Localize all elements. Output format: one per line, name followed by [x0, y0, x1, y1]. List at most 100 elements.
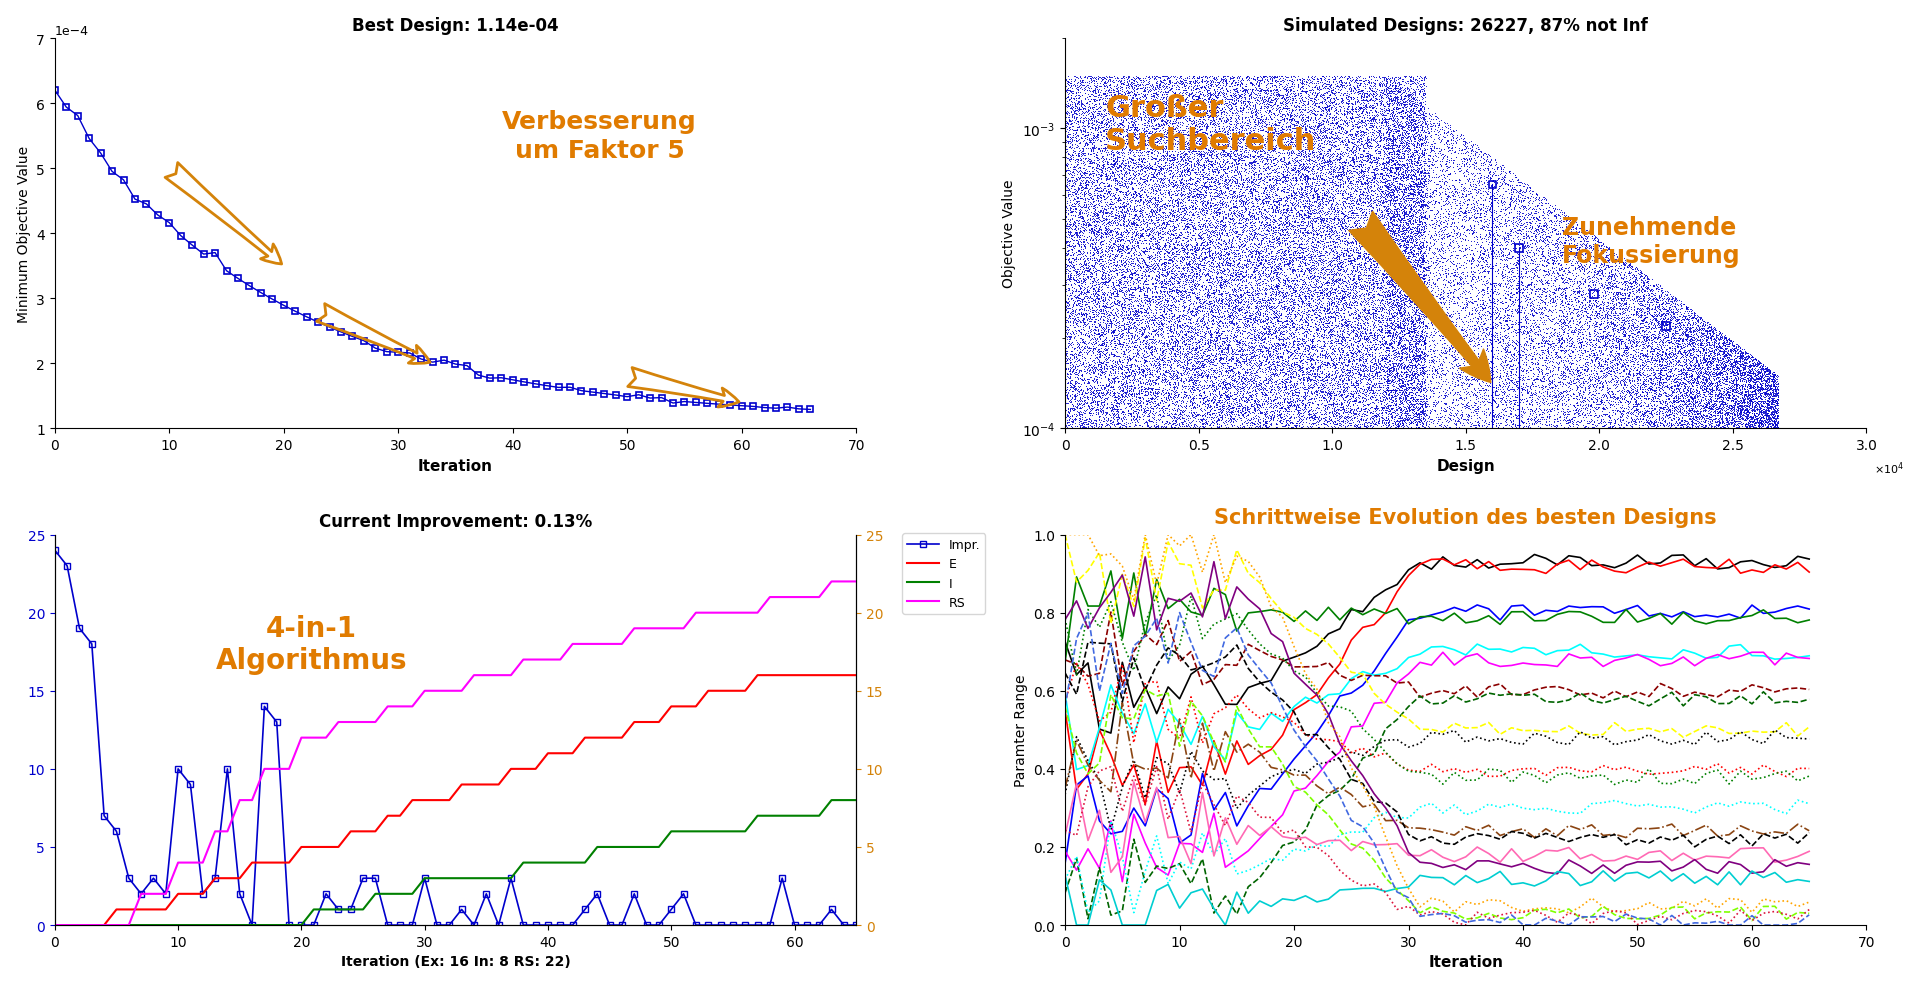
Point — [1342, 179, 1373, 195]
Point — [1104, 243, 1135, 258]
Point — [1388, 96, 1419, 111]
Point — [1196, 124, 1227, 140]
Point — [1486, 371, 1517, 387]
Point — [1260, 165, 1290, 180]
Point — [1605, 393, 1636, 409]
Point — [1599, 291, 1630, 307]
Point — [1079, 246, 1110, 262]
Point — [1327, 365, 1357, 381]
Point — [1112, 323, 1142, 339]
Point — [1137, 115, 1167, 131]
Point — [1384, 350, 1415, 366]
Point — [1058, 192, 1089, 208]
Point — [1334, 133, 1365, 149]
Point — [1292, 113, 1323, 129]
Point — [1323, 374, 1354, 389]
Point — [1565, 360, 1596, 376]
Point — [1052, 206, 1083, 222]
Point — [1407, 285, 1438, 301]
Point — [1653, 333, 1684, 349]
Point — [1386, 213, 1417, 229]
Point — [1546, 344, 1576, 360]
Point — [1392, 217, 1423, 233]
Point — [1254, 253, 1284, 269]
Point — [1530, 288, 1561, 304]
Point — [1359, 153, 1390, 169]
Point — [1346, 165, 1377, 180]
Point — [1494, 198, 1524, 214]
Point — [1519, 191, 1549, 207]
Point — [1713, 357, 1743, 373]
Point — [1066, 153, 1096, 169]
Point — [1108, 142, 1139, 158]
Point — [1690, 370, 1720, 386]
Point — [1716, 373, 1747, 388]
Point — [1357, 416, 1388, 432]
Point — [1096, 324, 1127, 340]
Point — [1140, 152, 1171, 168]
Point — [1215, 289, 1246, 305]
Point — [1117, 369, 1148, 385]
Point — [1284, 400, 1315, 416]
Point — [1083, 386, 1114, 401]
Point — [1213, 389, 1244, 405]
Point — [1379, 187, 1409, 203]
Point — [1311, 106, 1342, 122]
Point — [1394, 338, 1425, 354]
Point — [1384, 304, 1415, 319]
Point — [1396, 313, 1427, 328]
Point — [1286, 80, 1317, 96]
Point — [1386, 255, 1417, 271]
Point — [1469, 155, 1500, 171]
Point — [1248, 414, 1279, 430]
Point — [1292, 344, 1323, 360]
Point — [1402, 154, 1432, 170]
Point — [1056, 418, 1087, 434]
Point — [1438, 331, 1469, 347]
Point — [1171, 419, 1202, 435]
Point — [1636, 309, 1667, 324]
Point — [1331, 227, 1361, 243]
Point — [1588, 411, 1619, 427]
Point — [1344, 316, 1375, 331]
Point — [1117, 368, 1148, 384]
Point — [1365, 359, 1396, 375]
Point — [1204, 205, 1235, 221]
Point — [1526, 242, 1557, 257]
Point — [1194, 325, 1225, 341]
Point — [1496, 184, 1526, 200]
Point — [1546, 385, 1576, 400]
Point — [1202, 201, 1233, 217]
Point — [1104, 192, 1135, 208]
Point — [1242, 284, 1273, 300]
Point — [1513, 347, 1544, 363]
Point — [1645, 318, 1676, 334]
Point — [1250, 202, 1281, 218]
Point — [1294, 419, 1325, 435]
Point — [1198, 94, 1229, 109]
Point — [1271, 78, 1302, 94]
Point — [1117, 288, 1148, 304]
Point — [1636, 345, 1667, 361]
Point — [1177, 83, 1208, 99]
Point — [1091, 130, 1121, 146]
Point — [1728, 363, 1759, 379]
Point — [1561, 220, 1592, 236]
Point — [1394, 294, 1425, 310]
Point — [1231, 139, 1261, 155]
Point — [1104, 360, 1135, 376]
Point — [1532, 404, 1563, 420]
Point — [1379, 212, 1409, 228]
Point — [1292, 119, 1323, 135]
Point — [1175, 392, 1206, 408]
Point — [1137, 173, 1167, 188]
Point — [1271, 243, 1302, 258]
Point — [1327, 262, 1357, 278]
Point — [1240, 255, 1271, 271]
Point — [1467, 235, 1498, 250]
Point — [1361, 276, 1392, 292]
Point — [1482, 332, 1513, 348]
Point — [1693, 401, 1724, 417]
Point — [1597, 316, 1628, 331]
Point — [1240, 321, 1271, 337]
